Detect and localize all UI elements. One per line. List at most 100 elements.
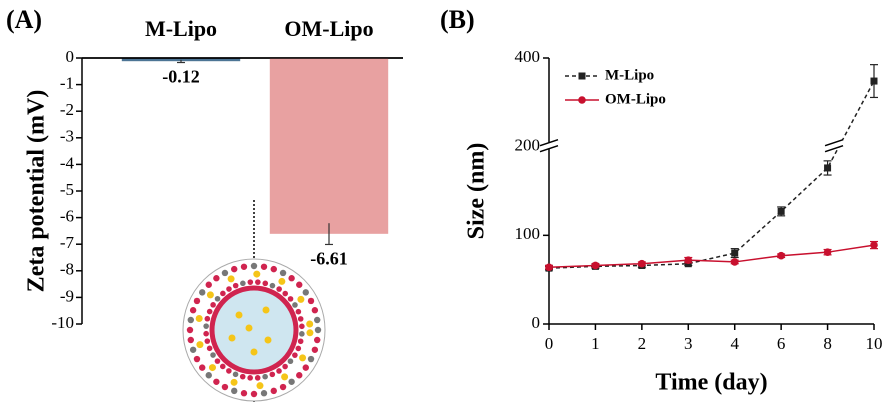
- lipid-head: [213, 275, 219, 281]
- lipid-head: [261, 390, 267, 396]
- lipid-head: [298, 316, 304, 322]
- lipid-head: [303, 289, 309, 295]
- figure: (A)Zeta potential (mV)0-1-2-3-4-5-6-7-8-…: [0, 0, 884, 403]
- cargo: [306, 329, 313, 336]
- lipid-head: [213, 379, 219, 385]
- point: [870, 241, 878, 249]
- lipid-head: [206, 282, 212, 288]
- y-tick-label: -5: [60, 180, 74, 199]
- lipid-head: [203, 323, 209, 329]
- lipid-head: [270, 283, 276, 289]
- cargo: [196, 315, 203, 322]
- point: [731, 258, 739, 266]
- cargo: [236, 312, 243, 319]
- lipid-head: [220, 291, 226, 297]
- lipid-head: [288, 358, 294, 364]
- lipid-head: [190, 347, 196, 353]
- lipid-head: [251, 391, 257, 397]
- lipid-head: [255, 375, 261, 381]
- cargo: [265, 337, 272, 344]
- cargo: [229, 335, 236, 342]
- cargo: [246, 325, 253, 332]
- lipid-head: [188, 317, 194, 323]
- lipid-head: [207, 346, 213, 352]
- y-tick-label: -3: [60, 127, 74, 146]
- lipid-head: [207, 309, 213, 315]
- panel-label: (B): [440, 5, 475, 34]
- cargo: [251, 349, 258, 356]
- lipid-head: [194, 298, 200, 304]
- x-tick-label: 10: [866, 334, 883, 353]
- lipid-head: [296, 309, 302, 315]
- y-axis-title: Zeta potential (mV): [24, 90, 50, 293]
- category-label: OM-Lipo: [284, 16, 373, 41]
- x-tick-label: 4: [730, 334, 739, 353]
- y-tick-label: -4: [60, 153, 75, 172]
- cargo: [209, 364, 216, 371]
- lipid-head: [248, 279, 254, 285]
- x-tick-label: 0: [545, 334, 554, 353]
- y-tick-label: 0: [66, 47, 75, 66]
- cargo: [253, 271, 260, 278]
- lipid-head: [233, 283, 239, 289]
- point: [592, 262, 600, 270]
- lipid-head: [298, 338, 304, 344]
- lipid-head: [190, 307, 196, 313]
- lipid-head: [276, 286, 282, 292]
- lipid-head: [296, 372, 302, 378]
- lipid-head: [262, 281, 268, 287]
- lipid-head: [210, 302, 216, 308]
- point: [684, 256, 692, 264]
- axis-break: [825, 140, 843, 152]
- y-axis-title: Size (nm): [464, 143, 490, 240]
- lipid-head: [262, 374, 268, 380]
- lipid-head: [282, 364, 288, 370]
- y-tick-label: -6: [60, 207, 74, 226]
- x-tick-label: 6: [777, 334, 786, 353]
- lipid-head: [292, 352, 298, 358]
- lipid-head: [226, 286, 232, 292]
- lipid-head: [280, 384, 286, 390]
- y-tick-label: -7: [60, 233, 75, 252]
- lipid-head: [299, 331, 305, 337]
- point: [777, 252, 785, 260]
- lipid-head: [271, 266, 277, 272]
- point: [731, 250, 738, 257]
- lipid-head: [241, 264, 247, 270]
- point: [778, 208, 785, 215]
- point: [638, 260, 646, 268]
- lipid-head: [271, 388, 277, 394]
- lipid-head: [240, 281, 246, 287]
- point: [545, 263, 553, 271]
- lipid-head: [220, 364, 226, 370]
- cargo: [228, 275, 235, 282]
- x-tick-label: 1: [591, 334, 600, 353]
- lipid-head: [296, 282, 302, 288]
- lipid-head: [203, 331, 209, 337]
- lipid-head: [247, 375, 253, 381]
- cargo: [299, 354, 306, 361]
- y-tick-label: -1: [60, 74, 74, 93]
- lipid-head: [270, 372, 276, 378]
- lipid-head: [308, 298, 314, 304]
- cargo: [207, 291, 214, 298]
- cargo: [297, 296, 304, 303]
- lipid-head: [240, 374, 246, 380]
- lipid-head: [314, 317, 320, 323]
- lipid-head: [288, 379, 294, 385]
- lipid-head: [308, 356, 314, 362]
- lipid-head: [312, 347, 318, 353]
- x-axis-title: Time (day): [655, 370, 767, 396]
- lipid-head: [188, 337, 194, 343]
- lipid-head: [288, 296, 294, 302]
- lipid-head: [261, 264, 267, 270]
- lipid-head: [187, 327, 193, 333]
- y-tick-label: 200: [515, 136, 541, 155]
- lipid-head: [215, 296, 221, 302]
- y-tick-label: 0: [532, 313, 541, 332]
- lipid-head: [231, 388, 237, 394]
- point: [824, 164, 831, 171]
- lipid-head: [241, 390, 247, 396]
- cargo: [306, 321, 313, 328]
- cargo: [196, 341, 203, 348]
